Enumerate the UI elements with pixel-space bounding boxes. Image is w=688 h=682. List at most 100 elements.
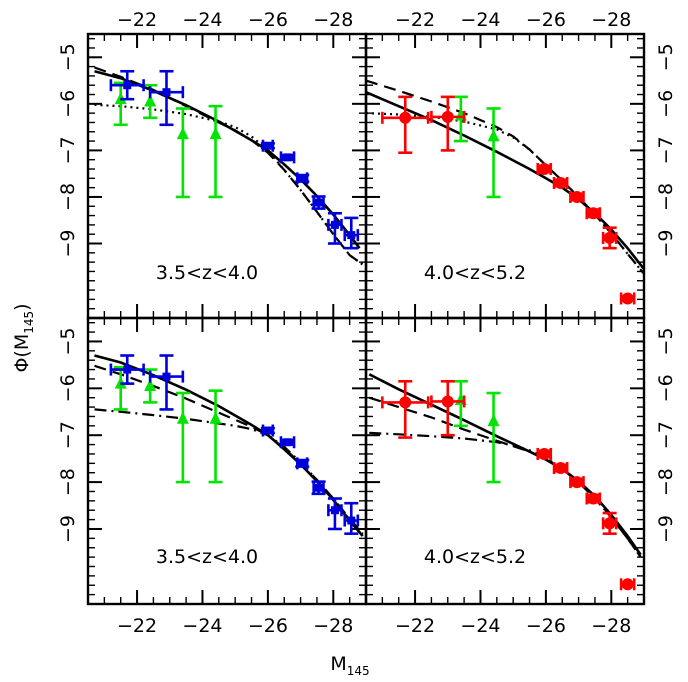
y-tick-label-left: −5: [57, 43, 79, 71]
marker-square: [263, 141, 272, 150]
data-point-square: [109, 354, 145, 385]
data-point-triangle: [175, 107, 190, 199]
x-tick-label-bottom: −24: [460, 615, 500, 637]
y-axis-title-close: ): [11, 303, 33, 310]
data-point-circle: [601, 511, 618, 535]
marker-triangle: [144, 94, 157, 107]
data-point-square: [343, 216, 360, 250]
y-tick-label-left: −6: [57, 374, 79, 402]
marker-square: [298, 459, 307, 468]
y-tick-label-left: −9: [57, 515, 79, 543]
panel-label: 3.5<z<4.0: [156, 546, 258, 568]
marker-circle: [441, 395, 454, 408]
panel-bottom-left: −22 −24 −26 −28 −5 −6 −7 −8 −9 3.5<z<4.0: [57, 316, 368, 637]
marker-circle: [554, 176, 567, 189]
x-tick-label-top: −26: [248, 9, 288, 31]
model-curve-dashdot: [94, 408, 364, 535]
x-tick-label-top: −22: [395, 9, 435, 31]
data-point-circle: [619, 578, 636, 591]
data-point-circle: [552, 462, 569, 475]
marker-square: [162, 372, 171, 381]
model-curve-dotted: [366, 112, 644, 275]
data-point-square: [295, 457, 310, 470]
marker-square: [347, 516, 356, 525]
x-tick-label-bottom: −22: [117, 615, 157, 637]
marker-circle: [621, 578, 634, 591]
marker-circle: [554, 462, 567, 475]
marker-circle: [399, 111, 412, 124]
marker-square: [123, 365, 132, 374]
y-tick-label-right: −8: [655, 183, 677, 211]
data-point-circle: [585, 492, 602, 505]
marker-square: [314, 198, 323, 207]
data-point-square: [327, 497, 343, 531]
marker-circle: [441, 110, 454, 123]
svg-text:Φ(M145): Φ(M145): [11, 303, 36, 372]
marker-square: [263, 426, 272, 435]
panel-top-right: −22 −24 −26 −28 −5 −6 −7 −8 −9 4.0<z<5.2: [364, 9, 677, 320]
data-point-circle: [430, 95, 466, 152]
marker-triangle: [487, 129, 500, 142]
data-point-triangle: [208, 104, 223, 199]
marker-square: [330, 506, 339, 515]
model-curve-dashed: [94, 364, 364, 535]
data-point-triangle: [208, 389, 223, 484]
marker-square: [162, 88, 171, 97]
data-point-triangle: [453, 95, 468, 143]
x-axis-title-subscript: 145: [347, 664, 370, 678]
data-point-circle: [569, 476, 585, 489]
data-point-square: [311, 480, 326, 496]
data-point-circle: [536, 447, 553, 460]
y-axis-title: Φ(M145): [11, 303, 36, 372]
data-points: [381, 379, 636, 591]
marker-circle: [538, 447, 551, 460]
marker-square: [347, 231, 356, 240]
y-axis-title-main: Φ(M: [11, 334, 33, 373]
marker-circle: [570, 190, 583, 203]
data-point-circle: [381, 379, 430, 439]
model-curve-solid: [94, 354, 364, 537]
x-tick-label-bottom: −22: [395, 615, 435, 637]
data-point-circle: [536, 163, 553, 176]
data-point-triangle: [175, 391, 190, 484]
x-tick-label-top: −26: [526, 9, 566, 31]
model-curves: [94, 66, 364, 266]
x-axis-title-main: M: [330, 653, 346, 675]
x-tick-label-top: −28: [591, 9, 631, 31]
model-curve-solid: [94, 69, 361, 249]
marker-circle: [603, 231, 616, 244]
data-point-circle: [619, 292, 636, 305]
data-point-circle: [569, 190, 585, 203]
y-tick-label-right: −7: [655, 421, 677, 449]
marker-triangle: [487, 414, 500, 427]
y-tick-label-right: −5: [655, 327, 677, 355]
marker-circle: [587, 207, 600, 220]
model-curves: [366, 79, 644, 275]
y-tick-label-right: −5: [655, 43, 677, 71]
panel-label: 3.5<z<4.0: [156, 262, 258, 284]
y-tick-label-right: −6: [655, 374, 677, 402]
data-point-triangle: [453, 379, 468, 428]
marker-square: [298, 174, 307, 183]
data-point-square: [279, 151, 296, 164]
model-curve-dashed: [368, 396, 642, 558]
marker-circle: [538, 163, 551, 176]
x-tick-label-bottom: −26: [526, 615, 566, 637]
data-point-square: [260, 139, 275, 152]
model-curve-dotted: [94, 103, 364, 266]
y-tick-label-left: −9: [57, 230, 79, 258]
marker-square: [283, 438, 292, 447]
data-point-square: [148, 354, 185, 411]
marker-circle: [621, 292, 634, 305]
x-tick-label-bottom: −24: [182, 615, 222, 637]
model-curve-dashed: [94, 66, 364, 266]
y-tick-label-right: −8: [655, 468, 677, 496]
data-point-circle: [430, 379, 466, 437]
data-points: [109, 354, 360, 535]
y-tick-label-right: −7: [655, 136, 677, 164]
data-point-square: [295, 172, 310, 185]
data-point-square: [109, 69, 145, 101]
marker-circle: [399, 396, 412, 409]
x-tick-label-top: −22: [117, 9, 157, 31]
